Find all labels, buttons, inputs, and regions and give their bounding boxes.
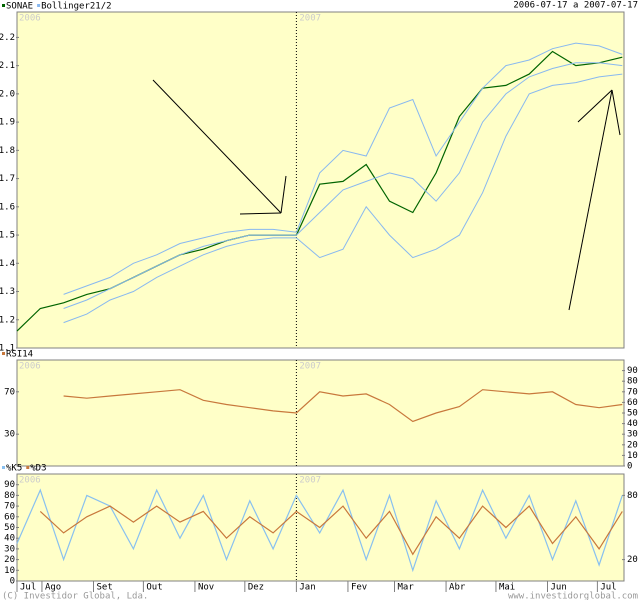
y-tick-label: 70: [4, 502, 15, 512]
legend-swatch: [2, 4, 5, 7]
series-line: [63, 389, 623, 423]
trend-line: [152, 79, 282, 214]
y2-tick-label: 20: [627, 440, 638, 450]
y-tick-label: 1.2: [0, 315, 15, 325]
series-line: [63, 73, 623, 324]
legend-label: RSI14: [6, 350, 33, 360]
y2-tick-label: 90: [627, 366, 638, 376]
y2-tick-label: 40: [627, 419, 638, 429]
x-tick-label: Jul: [20, 583, 36, 593]
legend-swatch: [37, 4, 41, 7]
y-tick-label: 30: [4, 544, 15, 554]
y-tick-label: 2.2: [0, 33, 15, 43]
y-tick-label: 1.7: [0, 174, 15, 184]
y-tick-label: 90: [4, 480, 15, 490]
trend-line: [577, 89, 613, 123]
y-tick-label: 1.6: [0, 202, 15, 212]
legend-label: %D3: [30, 464, 46, 474]
series-line: [63, 42, 623, 295]
series-line: [16, 488, 623, 573]
y-tick-label: 50: [4, 523, 15, 533]
rsi-panel: [16, 359, 625, 467]
series-line: [39, 505, 623, 556]
x-tick-label: Jan: [299, 583, 315, 593]
y2-tick-label: 30: [627, 430, 638, 440]
website: www.investidorglobal.com: [508, 592, 638, 600]
y-tick-label: 2.1: [0, 61, 15, 71]
year-label: 2007: [299, 14, 321, 24]
x-tick-label: Abr: [449, 583, 466, 593]
y2-tick-label: 20: [627, 555, 638, 565]
y-tick-label: 10: [4, 566, 15, 576]
x-tick-label: Dez: [248, 583, 264, 593]
legend-label: %K5: [6, 464, 22, 474]
price-panel: [16, 11, 625, 349]
y2-tick-label: 0: [627, 462, 632, 472]
series-line: [63, 62, 623, 309]
year-label: 2006: [19, 362, 41, 372]
legend-label: Bollinger21/2: [41, 2, 111, 12]
y2-tick-label: 60: [627, 398, 638, 408]
x-tick-label: Set: [96, 583, 112, 593]
y2-tick-label: 50: [627, 409, 638, 419]
y2-tick-label: 80: [627, 377, 638, 387]
y2-tick-label: 80: [627, 491, 638, 501]
x-tick-label: Out: [146, 583, 162, 593]
year-label: 2006: [19, 14, 41, 24]
legend-swatch: [2, 352, 5, 355]
y-tick-label: 0: [10, 577, 15, 587]
x-tick-label: Jun: [551, 583, 567, 593]
y2-tick-label: 70: [627, 387, 638, 397]
trend-line: [611, 89, 621, 136]
y-tick-label: 30: [4, 430, 15, 440]
year-label: 2007: [299, 476, 321, 486]
x-tick-label: Mar: [398, 583, 415, 593]
y2-tick-label: 10: [627, 451, 638, 461]
date-range: 2006-07-17 a 2007-07-17: [513, 1, 638, 11]
year-label: 2006: [19, 476, 41, 486]
y-tick-label: 1.8: [0, 146, 15, 156]
annotations: [152, 79, 621, 311]
legend-swatch: [2, 466, 5, 469]
x-tick-label: Ago: [45, 583, 61, 593]
y-tick-label: 20: [4, 555, 15, 565]
y-tick-label: 80: [4, 491, 15, 501]
x-tick-label: Jul: [600, 583, 616, 593]
y-tick-label: 1.5: [0, 231, 15, 241]
trend-line: [568, 89, 613, 311]
legend-swatch: [26, 466, 30, 469]
x-tick-label: Fev: [351, 583, 367, 593]
y-tick-label: 1.1: [0, 344, 15, 354]
y-tick-label: 1.4: [0, 259, 15, 269]
legend-label: SONAE: [6, 2, 33, 12]
copyright: (C) Investidor Global, Lda.: [2, 592, 148, 600]
trend-line: [239, 212, 282, 215]
year-label: 2007: [299, 362, 321, 372]
x-tick-label: Nov: [198, 583, 214, 593]
y-tick-label: 1.9: [0, 118, 15, 128]
y-tick-label: 60: [4, 512, 15, 522]
y-tick-label: 2.0: [0, 89, 15, 99]
y-tick-label: 70: [4, 387, 15, 397]
x-tick-label: Mai: [499, 583, 515, 593]
y-tick-label: 40: [4, 534, 15, 544]
trend-line: [280, 175, 287, 214]
y-tick-label: 1.3: [0, 287, 15, 297]
